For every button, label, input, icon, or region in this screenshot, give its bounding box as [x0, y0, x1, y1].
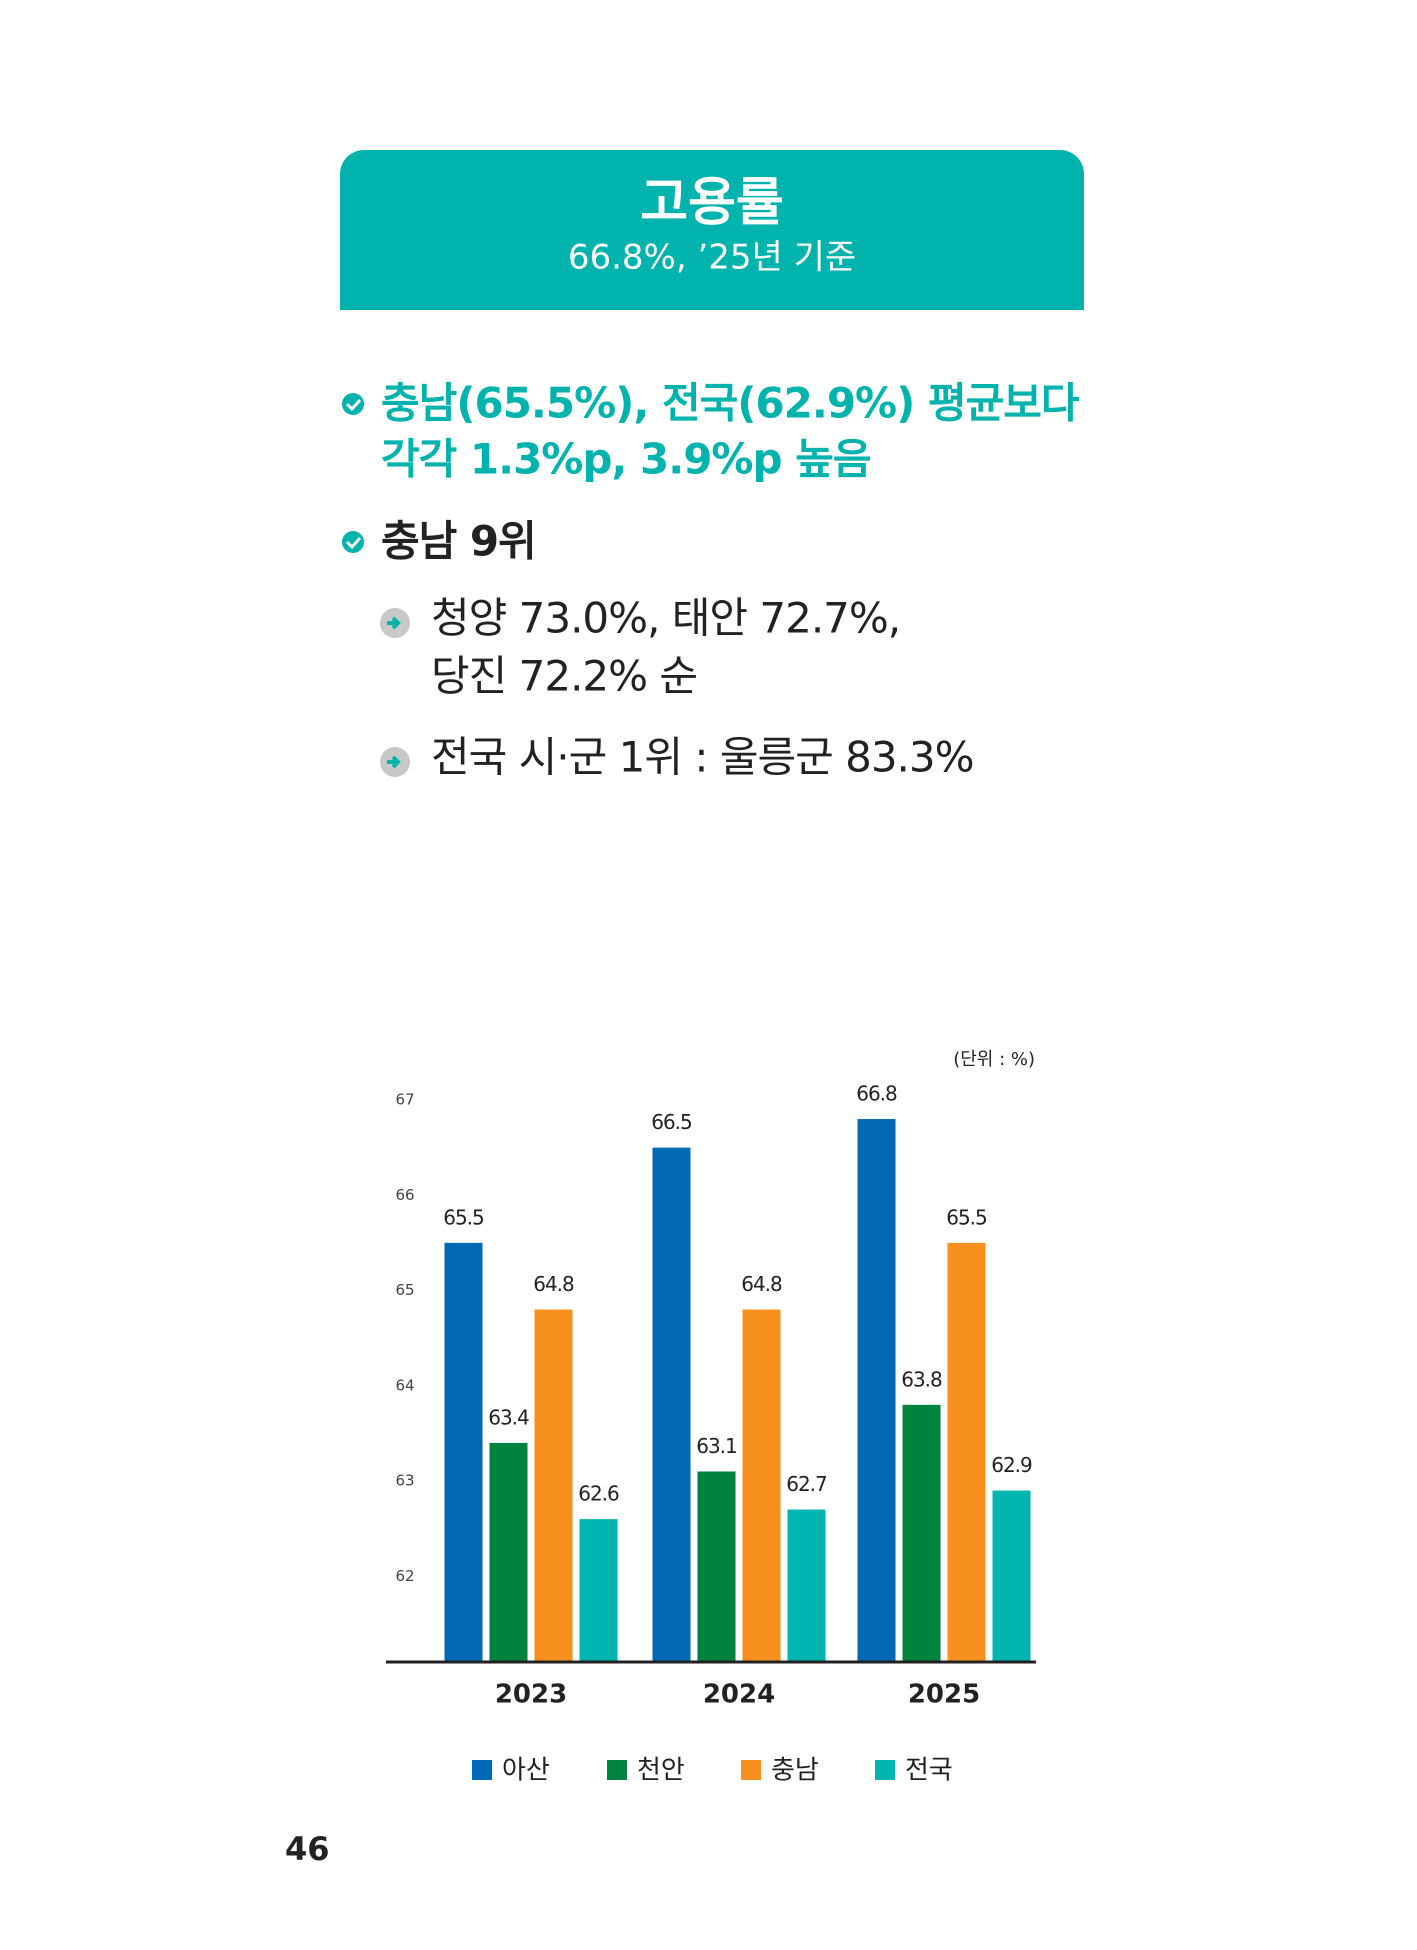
check-icon — [342, 393, 364, 415]
unit-label: (단위 : %) — [953, 1049, 1035, 1070]
chart: 62 63 64 65 66 67 2023 65.5 63.4 64.8 62.6 2024 66.5… — [386, 1082, 1036, 1786]
legend-swatch — [741, 1760, 761, 1780]
bar — [742, 1309, 781, 1662]
arrow-icon — [380, 608, 410, 638]
data-label: 65.5 — [443, 1205, 484, 1229]
y-tick-label: 63 — [395, 1472, 414, 1490]
bar — [992, 1490, 1031, 1662]
page-number: 46 — [285, 1830, 330, 1868]
bar — [697, 1471, 736, 1662]
legend-label: 충남 — [771, 1756, 819, 1786]
legend-swatch — [875, 1760, 895, 1780]
legend-label: 전국 — [905, 1756, 953, 1786]
bullet-line: 각각 1.3%p, 3.9%p 높음 — [381, 435, 871, 484]
sub-bullet-line: 당진 72.2% 순 — [431, 652, 697, 701]
bar — [652, 1147, 691, 1662]
y-tick-label: 66 — [395, 1186, 414, 1204]
data-label: 63.4 — [488, 1405, 529, 1429]
bullet-line: 충남(65.5%), 전국(62.9%) 평균보다 — [381, 379, 1080, 428]
data-label: 62.6 — [578, 1482, 619, 1506]
legend-swatch — [472, 1760, 492, 1780]
bar — [857, 1119, 896, 1662]
sub-bullet-line: 청양 73.0%, 태안 72.7%, — [431, 594, 900, 643]
bar — [579, 1519, 618, 1662]
banner-base — [340, 250, 1084, 310]
bar — [787, 1509, 826, 1662]
data-label: 66.5 — [651, 1110, 692, 1134]
data-label: 64.8 — [741, 1272, 782, 1296]
y-tick-label: 67 — [395, 1091, 414, 1109]
check-icon — [342, 531, 364, 553]
data-label: 65.5 — [946, 1205, 987, 1229]
data-label: 62.9 — [991, 1453, 1032, 1477]
bullet-line: 충남 9위 — [381, 517, 536, 566]
bar — [902, 1404, 941, 1662]
legend-label: 아산 — [502, 1756, 550, 1786]
y-tick-label: 65 — [395, 1281, 414, 1299]
x-tick-label: 2024 — [703, 1680, 775, 1710]
y-tick-label: 62 — [395, 1567, 414, 1585]
data-label: 62.7 — [786, 1472, 827, 1496]
data-label: 63.1 — [696, 1434, 737, 1458]
bar — [947, 1242, 986, 1662]
banner-title: 고용률 — [640, 173, 784, 233]
data-label: 64.8 — [533, 1272, 574, 1296]
y-tick-label: 64 — [395, 1376, 414, 1394]
x-tick-label: 2023 — [495, 1680, 567, 1710]
data-label: 66.8 — [856, 1082, 897, 1106]
legend-swatch — [607, 1760, 627, 1780]
data-label: 63.8 — [901, 1367, 942, 1391]
bar — [534, 1309, 573, 1662]
bar — [444, 1242, 483, 1662]
legend-label: 천안 — [637, 1756, 685, 1786]
x-tick-label: 2025 — [908, 1680, 980, 1710]
arrow-icon — [380, 747, 410, 777]
bar — [489, 1442, 528, 1662]
banner-subtitle: 66.8%, ’25년 기준 — [568, 238, 856, 278]
sub-bullet-line: 전국 시·군 1위 : 울릉군 83.3% — [431, 733, 974, 782]
